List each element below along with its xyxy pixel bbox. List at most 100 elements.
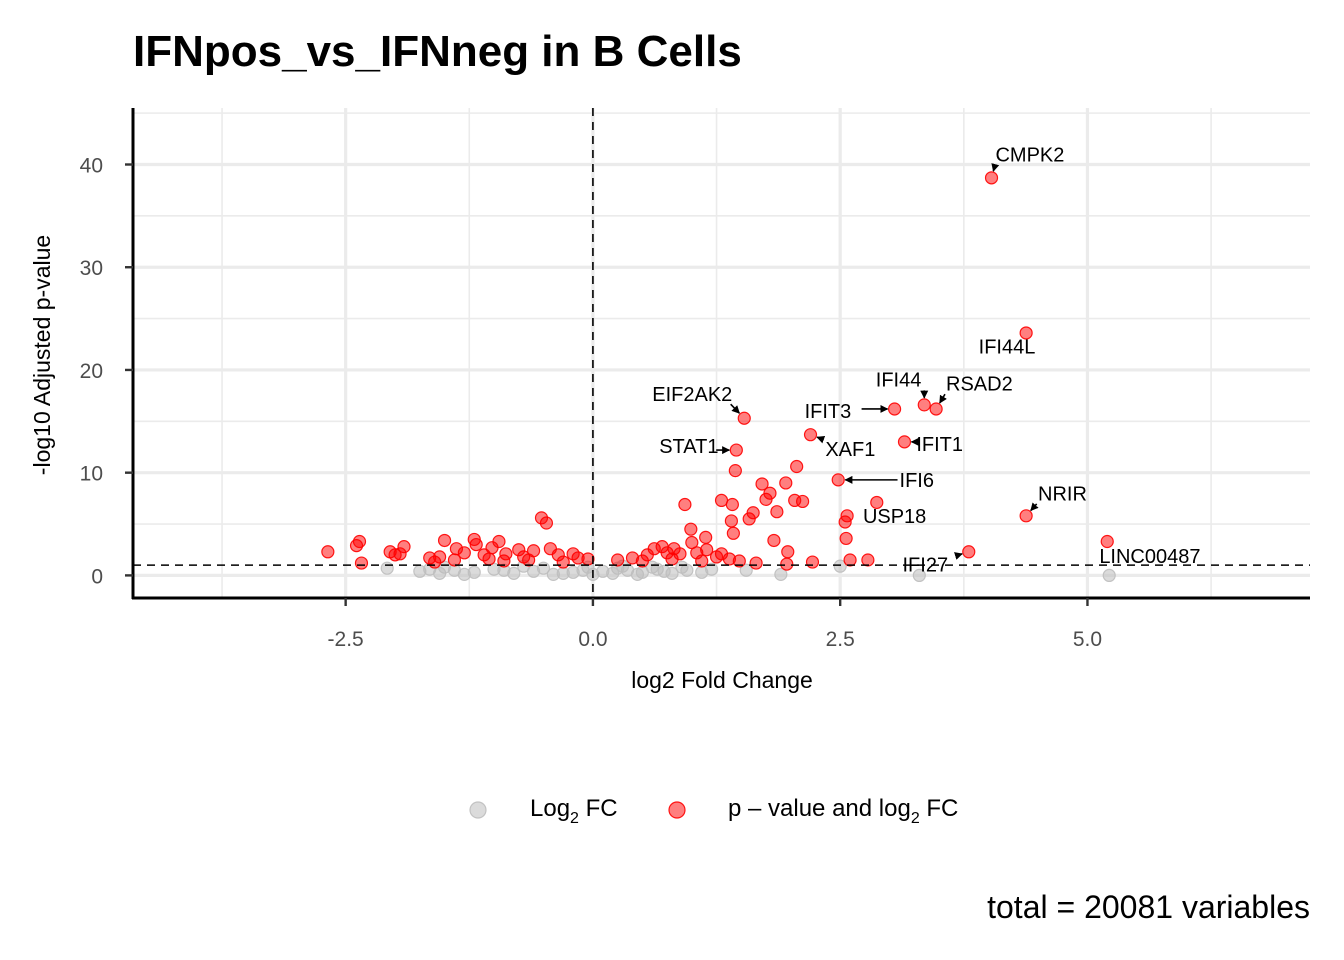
- data-point: [805, 555, 820, 569]
- gene-label: USP18: [863, 506, 926, 528]
- data-point: [437, 533, 452, 548]
- data-point: [611, 553, 625, 567]
- data-point: [739, 563, 753, 577]
- data-point: [354, 556, 369, 570]
- data-point: [833, 559, 847, 573]
- data-point: [645, 560, 659, 574]
- data-point: [684, 522, 698, 536]
- data-point: [714, 493, 729, 508]
- data-point: [843, 553, 857, 567]
- threshold-lines: [133, 108, 1310, 598]
- x-tick-label: -2.5: [328, 628, 364, 651]
- axes: [131, 108, 1310, 600]
- y-axis-ticks: 0 10 20 30 40: [80, 154, 133, 588]
- data-point: [838, 515, 852, 529]
- points-significant: [321, 171, 1114, 571]
- y-tick-label: 20: [80, 360, 103, 383]
- data-point: [700, 543, 714, 557]
- grid-minor: [133, 108, 1310, 598]
- data-point: [1019, 509, 1033, 523]
- data-point: [1100, 534, 1114, 549]
- data-point: [522, 553, 536, 567]
- chart-title: IFNpos_vs_IFNneg in B Cells: [133, 27, 742, 76]
- y-tick-label: 30: [80, 257, 103, 280]
- data-point: [737, 411, 751, 425]
- data-point: [912, 568, 926, 583]
- data-point: [447, 553, 462, 567]
- y-tick-label: 40: [80, 154, 103, 177]
- data-point: [917, 398, 931, 412]
- annotation-connector: [816, 435, 826, 444]
- data-point: [635, 554, 649, 568]
- data-point: [428, 555, 442, 569]
- legend: Log2 FC p – value and log2 FC: [469, 795, 958, 827]
- data-point: [1102, 568, 1116, 583]
- data-point: [759, 492, 773, 506]
- data-point: [887, 402, 902, 416]
- grid-major: [133, 108, 1310, 598]
- data-point: [831, 473, 845, 487]
- data-point: [790, 459, 804, 474]
- data-point: [492, 534, 506, 549]
- data-point: [665, 552, 679, 566]
- data-point: [729, 443, 743, 457]
- data-point: [321, 545, 335, 559]
- data-point: [695, 554, 709, 568]
- data-point: [897, 435, 912, 449]
- legend-label: Log2 FC: [530, 795, 618, 827]
- data-point: [732, 554, 746, 568]
- data-point: [781, 545, 795, 559]
- data-point: [630, 567, 645, 581]
- gene-label: RSAD2: [946, 373, 1013, 395]
- data-point: [742, 512, 756, 526]
- gene-label: CMPK2: [995, 144, 1064, 166]
- data-point: [705, 562, 719, 576]
- gene-label: NRIR: [1038, 483, 1087, 505]
- data-point: [755, 477, 769, 491]
- data-point: [482, 552, 496, 566]
- data-point: [1019, 326, 1033, 340]
- data-point: [349, 539, 364, 553]
- gene-label: IFIT3: [805, 401, 852, 423]
- annotation-connector: [1030, 502, 1039, 512]
- gene-label: IFI44L: [979, 337, 1036, 359]
- gene-label: IFIT1: [916, 434, 963, 456]
- data-point: [780, 557, 794, 571]
- x-axis-title: log2 Fold Change: [631, 667, 813, 693]
- data-point: [497, 554, 511, 568]
- data-point: [767, 533, 781, 548]
- legend-swatch: [469, 801, 487, 819]
- data-point: [839, 531, 853, 546]
- data-point: [724, 514, 738, 528]
- legend-label: p – value and log2 FC: [728, 795, 958, 827]
- data-point: [962, 545, 976, 559]
- gene-label: XAF1: [825, 439, 875, 461]
- gene-label: EIF2AK2: [652, 384, 732, 406]
- data-point: [556, 555, 570, 569]
- gene-label: IFI27: [903, 554, 949, 576]
- data-point: [788, 493, 802, 508]
- points-not-significant: [380, 559, 1116, 583]
- data-point: [657, 564, 671, 578]
- gene-annotations: CMPK2 IFI44L IFI44 RSAD2 EIF2AK2 IFIT3 STAT1 XA…: [652, 144, 1200, 576]
- data-point: [699, 530, 713, 544]
- data-point: [380, 561, 394, 575]
- data-point: [728, 464, 742, 478]
- data-point: [770, 505, 784, 519]
- data-point: [861, 553, 875, 567]
- data-point: [678, 497, 692, 512]
- data-point: [539, 516, 554, 530]
- x-tick-label: 5.0: [1073, 628, 1102, 651]
- data-point: [749, 556, 763, 570]
- data-point: [469, 537, 483, 552]
- data-point: [803, 428, 818, 442]
- gene-label: IFI6: [900, 470, 934, 492]
- annotation-connector: [730, 403, 740, 414]
- data-point: [779, 476, 793, 490]
- data-point: [726, 526, 740, 540]
- data-point: [870, 495, 884, 510]
- annotation-connector: [954, 552, 963, 560]
- y-axis-title: -log10 Adjusted p-value: [29, 235, 55, 475]
- data-point: [536, 561, 551, 575]
